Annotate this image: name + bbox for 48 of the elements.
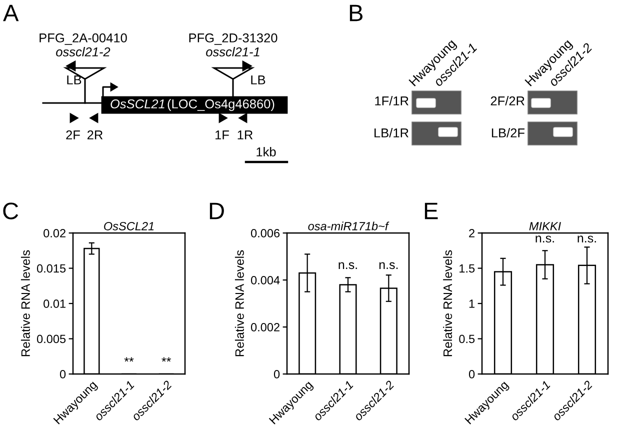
text: osscl21-2 — [56, 47, 110, 56]
text: (LOC_Os4g46860) — [168, 99, 274, 111]
annotation: ** — [124, 357, 134, 362]
text: LB/1R — [374, 128, 408, 138]
y-axis-title: Relative RNA levels — [20, 250, 30, 356]
y-tick-label: 0.006 — [250, 229, 280, 238]
text: 2F/2R — [490, 96, 524, 106]
text: LB — [67, 76, 82, 84]
y-tick-label: 0.004 — [250, 276, 280, 284]
y-tick-label: 0.01 — [44, 300, 66, 308]
text: osscl21-1 — [206, 47, 260, 56]
text: B — [350, 4, 362, 22]
y-tick-label: 1.5 — [460, 264, 475, 273]
text: D — [210, 202, 224, 220]
y-tick-label: 0 — [60, 370, 66, 378]
text: 2R — [87, 130, 103, 140]
annotation: n.s. — [578, 236, 596, 243]
y-tick-label: 0 — [274, 370, 280, 378]
annotation: n.s. — [338, 262, 357, 270]
text: 1R — [238, 130, 253, 140]
annotation: ** — [162, 357, 172, 362]
text: 2F — [66, 130, 80, 140]
text: 1F — [216, 130, 229, 140]
y-axis-title: Relative RNA levels — [234, 250, 244, 356]
text: PFG_2D-31320 — [189, 33, 278, 45]
annotation: n.s. — [379, 262, 398, 270]
y-tick-label: 1 — [469, 300, 474, 308]
y-tick-label: 0.005 — [36, 334, 66, 344]
y-tick-label: 0.5 — [459, 334, 475, 344]
y-tick-label: 0 — [468, 370, 475, 378]
annotation: n.s. — [536, 236, 554, 243]
text: 1F/1R — [375, 96, 408, 106]
text: C — [3, 202, 18, 220]
text: 1kb — [256, 147, 276, 156]
text: A — [3, 4, 19, 22]
y-tick-label: 0.015 — [36, 264, 66, 273]
text: PFG_2A-00410 — [40, 33, 127, 45]
y-tick-label: 2 — [469, 229, 474, 238]
chart-title: MIKKI — [529, 222, 561, 230]
text: E — [424, 202, 438, 220]
text: LB/2F — [492, 128, 524, 138]
y-axis-title: Relative RNA levels — [443, 250, 452, 356]
y-tick-label: 0.02 — [44, 229, 66, 238]
text: OsSCL21 — [110, 99, 164, 108]
y-tick-label: 0.002 — [250, 323, 280, 332]
text: LB — [251, 76, 266, 84]
chart-title: OsSCL21 — [104, 222, 154, 230]
chart-title: osa-miR171b~f — [308, 222, 390, 230]
